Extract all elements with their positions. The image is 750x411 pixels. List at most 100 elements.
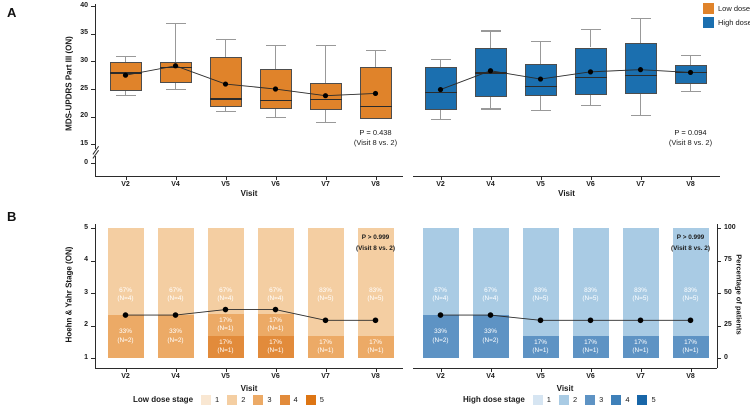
bar-label-line: 17% (584, 338, 597, 346)
bar-label-line: (N=4) (167, 295, 184, 303)
bar-label-line: (N=2) (117, 336, 134, 344)
y-axis (95, 4, 96, 149)
y-axis (95, 224, 96, 368)
bar-segment-label: 67% (N=4) (208, 287, 244, 304)
stage-legend-number: 5 (319, 395, 324, 404)
y-axis (95, 156, 96, 176)
stage-legend-item: 1 (532, 394, 551, 405)
bar-segment-label: 17% (N=1) (208, 339, 244, 356)
box (624, 43, 657, 94)
bar-label-line: (N=1) (217, 325, 234, 333)
low-dose-swatch-icon (703, 3, 714, 14)
high-dose-legend-label: High dose (718, 18, 750, 27)
bar-segment-label: 17% (N=1) (523, 339, 559, 356)
bar-segment-stage-4 (257, 336, 294, 359)
y-tick-label: 30 (80, 56, 88, 64)
bar-label-line: 17% (219, 338, 232, 346)
stage-legend-item: 1 (201, 394, 219, 405)
stage-legend: Low dose stage 1 2 3 4 5 (133, 394, 332, 405)
y2-axis-title: Percentage of patients (734, 254, 744, 335)
bar-label-line: (N=4) (432, 295, 449, 303)
whisker-lower (490, 97, 492, 109)
x-tick (540, 176, 542, 180)
y-tick-label: 5 (84, 223, 88, 231)
x-tick (125, 368, 127, 372)
y-axis-title: Hoehn & Yahr Stage (ON) (64, 246, 74, 343)
median-line (674, 71, 707, 74)
bar-label-line: (N=5) (317, 295, 334, 303)
bar-label-line: 17% (269, 316, 282, 324)
x-tick (275, 176, 277, 180)
y2-tick (717, 325, 721, 327)
x-tick-label: V7 (321, 372, 330, 380)
bar-label-line: 17% (319, 338, 332, 346)
stage-legend: High dose stage 1 2 3 4 5 (463, 394, 664, 405)
x-tick-label: V7 (636, 180, 645, 188)
whisker-cap (165, 22, 186, 24)
bar-label-line: 83% (684, 286, 697, 294)
y-tick (91, 325, 95, 327)
y2-tick-label: 25 (724, 321, 732, 329)
whisker-lower (325, 110, 327, 123)
bar-segment-label: 67% (N=4) (258, 287, 294, 304)
whisker-cap (430, 118, 451, 121)
bar-label-line: (N=2) (482, 336, 499, 344)
whisker-lower (590, 95, 592, 106)
p-value-sub: (Visit 8 vs. 2) (668, 138, 713, 147)
x-tick (590, 368, 592, 372)
stage-legend-title: Low dose stage (133, 395, 194, 404)
y-tick (91, 61, 95, 63)
median-line (424, 91, 457, 94)
bar-label-line: 33% (119, 328, 132, 336)
whisker-cap (480, 30, 501, 32)
p-value-sub: (Visit 8 vs. 2) (671, 244, 710, 252)
y-tick (91, 358, 95, 360)
bar-segment-stage-3 (622, 336, 659, 359)
bar-label-line: (N=1) (682, 347, 699, 355)
bar-label-line: (N=5) (582, 295, 599, 303)
bar-label-line: (N=4) (117, 295, 134, 303)
y-tick-label: 1 (84, 353, 88, 361)
x-tick (225, 176, 227, 180)
y-tick-label: 35 (80, 29, 88, 37)
y-tick (91, 260, 95, 262)
y-tick-label: 0 (84, 158, 88, 166)
dose-legend: Low dose High dose (703, 3, 750, 28)
bar-label-line: 17% (219, 316, 232, 324)
stage-swatch-icon (585, 394, 596, 405)
x-tick-label: V6 (271, 180, 280, 188)
y-tick (91, 116, 95, 118)
x-tick (375, 176, 377, 180)
whisker-cap (580, 105, 601, 107)
x-tick (640, 176, 642, 180)
y-tick (91, 6, 95, 7)
x-tick (640, 368, 642, 372)
bar-label-line: 17% (269, 338, 282, 346)
bar-segment-label: 17% (N=1) (308, 339, 344, 356)
x-tick-label: V5 (536, 180, 545, 188)
whisker-cap (680, 90, 701, 92)
x-tick (375, 368, 377, 372)
p-value-text: P > 0.999 (676, 234, 705, 241)
bar-label-line: 17% (684, 338, 697, 346)
stage-legend-item: 5 (305, 394, 324, 405)
bar-label-line: 17% (534, 338, 547, 346)
bar-segment-stage-3 (157, 315, 194, 359)
stage-legend-item: 5 (637, 394, 656, 405)
p-value: P > 0.999 (Visit 8 vs. 2) (336, 233, 416, 254)
x-axis (413, 176, 720, 177)
x-tick (325, 176, 327, 180)
stage-legend-item: 3 (585, 394, 603, 405)
bar-label-line: 67% (119, 286, 132, 294)
p-value-sub: (Visit 8 vs. 2) (353, 138, 398, 147)
whisker-cap (680, 55, 701, 57)
x-tick (590, 176, 592, 180)
bar-segment-label: 17% (N=1) (623, 339, 659, 356)
whisker-cap (530, 40, 551, 43)
stage-legend-number: 3 (267, 395, 272, 404)
stage-swatch-icon (611, 394, 622, 405)
whisker-cap (430, 59, 451, 61)
bar-segment-stage-4 (207, 336, 244, 359)
x-tick-label: V6 (271, 372, 280, 380)
x-tick-label: V2 (121, 372, 130, 380)
